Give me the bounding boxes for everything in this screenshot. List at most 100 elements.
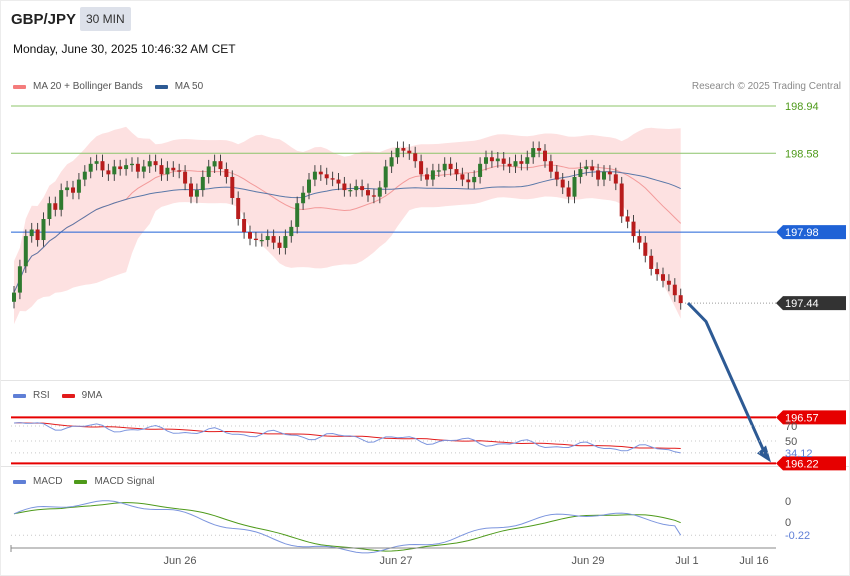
rsi-last-value: 34.12 xyxy=(785,448,813,460)
candle-body xyxy=(253,238,258,241)
candle-body xyxy=(602,171,606,180)
candle-body xyxy=(318,171,323,175)
x-tick-label: Jul 1 xyxy=(675,555,698,567)
candle-body xyxy=(389,157,394,167)
candle-body xyxy=(625,216,630,222)
candle-body xyxy=(88,163,93,172)
candle-body xyxy=(236,197,241,220)
legend-swatch-ma50 xyxy=(154,84,168,89)
legend-label-9ma: 9MA xyxy=(81,390,103,401)
macd-label-1: 0 xyxy=(785,517,791,529)
support-tag-5 xyxy=(776,456,846,471)
legend-macd: MACD xyxy=(13,476,62,487)
candle-body xyxy=(330,178,335,180)
legend-swatch-9ma xyxy=(61,393,75,398)
candle-body xyxy=(448,163,453,170)
chart-header: GBP/JPY 30 MIN Monday, June 30, 2025 10:… xyxy=(0,0,850,70)
candle-body xyxy=(631,221,636,237)
candle-body xyxy=(377,187,382,197)
candle-body xyxy=(643,242,648,256)
candle-body xyxy=(301,192,306,204)
candle-body xyxy=(336,179,341,184)
macd-legend: MACD MACD Signal xyxy=(13,476,166,487)
candle-body xyxy=(189,183,193,197)
candle-body xyxy=(248,232,252,239)
macd-line xyxy=(13,500,682,554)
candle-body xyxy=(383,166,388,188)
ma50-line xyxy=(13,171,681,293)
candle-body xyxy=(430,170,435,180)
candle-body xyxy=(655,268,660,275)
candle-body xyxy=(289,226,294,237)
candle-body xyxy=(242,219,247,233)
candle-body xyxy=(472,176,477,183)
candle-body xyxy=(324,174,329,179)
candle-body xyxy=(407,150,412,154)
candle-body xyxy=(548,161,553,172)
candle-body xyxy=(419,161,424,175)
resistance-label-0: 198.94 xyxy=(785,101,819,113)
candle-body xyxy=(17,266,22,293)
candle-body xyxy=(354,186,359,191)
candle-body xyxy=(165,167,170,175)
candle-body xyxy=(106,170,111,175)
candle-body xyxy=(590,166,595,171)
candle-body xyxy=(230,176,235,198)
candle-body xyxy=(566,187,571,197)
candle-body xyxy=(59,190,64,210)
candle-body xyxy=(395,148,400,158)
candle-body xyxy=(76,179,81,193)
candle-body xyxy=(194,190,199,197)
support-label-4: 196.57 xyxy=(785,412,819,424)
candle-body xyxy=(100,161,105,171)
candle-body xyxy=(41,219,46,241)
candle-body xyxy=(401,148,406,151)
candle-body xyxy=(525,157,530,164)
candle-body xyxy=(519,161,524,164)
candle-body xyxy=(543,150,547,162)
candle-body xyxy=(613,174,618,184)
candle-body xyxy=(218,161,223,170)
candle-body xyxy=(460,174,465,180)
candle-body xyxy=(112,166,117,175)
candle-body xyxy=(678,295,683,304)
macd-last-value: -0.22 xyxy=(785,530,810,542)
timeframe-badge[interactable]: 30 MIN xyxy=(80,7,131,31)
legend-ma20-bollinger: MA 20 + Bollinger Bands xyxy=(13,81,143,92)
candle-body xyxy=(348,190,353,192)
candle-body xyxy=(495,158,500,162)
candle-body xyxy=(12,292,16,302)
candle-body xyxy=(366,190,370,196)
candle-body xyxy=(124,165,129,170)
candle-body xyxy=(271,236,276,243)
candle-body xyxy=(442,163,447,171)
legend-rsi: RSI xyxy=(13,390,50,401)
candle-body xyxy=(29,229,34,237)
candle-body xyxy=(118,166,123,170)
legend-ma50: MA 50 xyxy=(154,81,203,92)
x-tick-label: Jul 16 xyxy=(739,555,768,567)
support-label-5: 196.22 xyxy=(785,458,819,470)
candle-body xyxy=(82,171,87,180)
candle-body xyxy=(183,171,188,184)
x-tick-label: Jun 27 xyxy=(379,555,412,567)
candle-body xyxy=(71,187,75,193)
candle-body xyxy=(259,240,264,242)
legend-9ma: 9MA xyxy=(61,390,103,401)
legend-macd-signal: MACD Signal xyxy=(74,476,154,487)
candle-body xyxy=(596,170,601,180)
candle-body xyxy=(666,280,671,285)
candle-body xyxy=(130,163,134,166)
legend-label-macd: MACD xyxy=(33,476,63,487)
bollinger-band xyxy=(14,126,681,325)
candle-body xyxy=(578,169,583,177)
candle-body xyxy=(501,158,506,164)
candle-body xyxy=(342,183,347,191)
candle-body xyxy=(277,242,282,248)
resistance-label-1: 198.58 xyxy=(785,148,819,160)
candle-body xyxy=(200,176,205,191)
last-price-label: 197.44 xyxy=(785,298,819,310)
macd-label-0: 0 xyxy=(785,496,791,508)
